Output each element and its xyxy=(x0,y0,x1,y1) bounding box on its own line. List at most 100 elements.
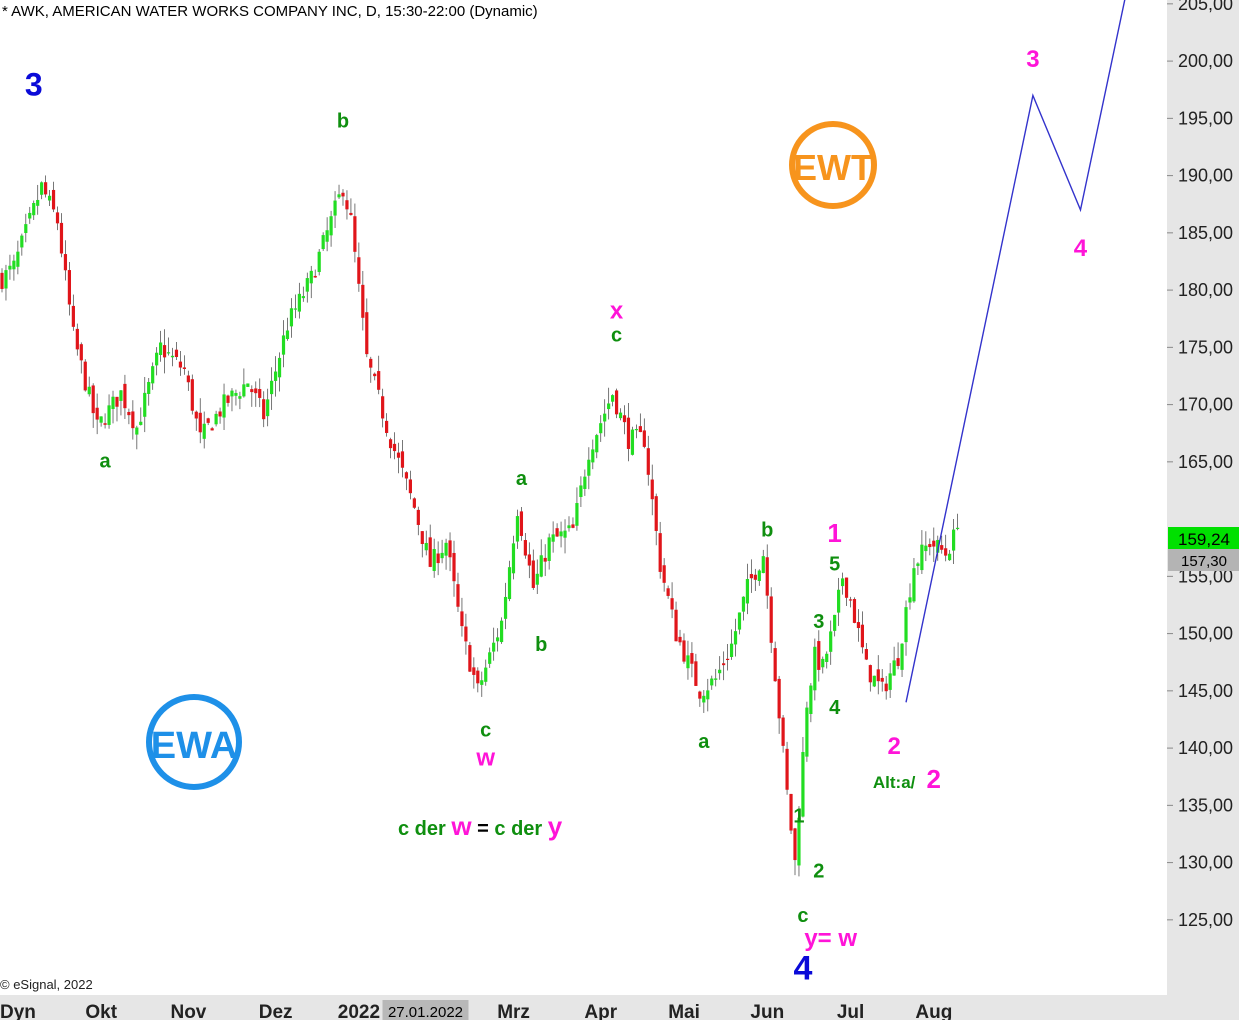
y-tick-label: 170,00 xyxy=(1178,395,1233,415)
wave-label: w xyxy=(475,744,495,771)
candle-down xyxy=(182,367,186,369)
x-tick-label: Apr xyxy=(584,1002,617,1020)
chart-title: * AWK, AMERICAN WATER WORKS COMPANY INC,… xyxy=(2,3,538,20)
x-tick-label: Aug xyxy=(915,1002,952,1020)
candle-up xyxy=(630,429,635,455)
candle-down xyxy=(404,472,409,479)
candle-down xyxy=(519,511,524,536)
candle-up xyxy=(809,685,813,715)
candle-down xyxy=(884,683,888,692)
candle-up xyxy=(821,658,825,668)
candle-down xyxy=(210,428,214,431)
candle-up xyxy=(135,427,139,435)
ewa-logo-text: EWA xyxy=(151,725,238,767)
x-tick-label: Mai xyxy=(668,1002,700,1020)
candle-down xyxy=(773,648,777,682)
candle-up xyxy=(333,200,337,216)
candle-up xyxy=(575,503,579,526)
copyright: © eSignal, 2022 xyxy=(0,977,93,992)
candle-up xyxy=(761,556,765,574)
candle-down xyxy=(396,452,401,458)
candle-up xyxy=(741,596,746,612)
candle-down xyxy=(464,626,468,642)
y-tick-label: 200,00 xyxy=(1178,51,1233,71)
candle-up xyxy=(234,392,238,396)
candle-down xyxy=(698,691,702,699)
annotation-segment: = xyxy=(472,818,495,840)
candle-down xyxy=(190,379,194,411)
candle-up xyxy=(321,235,325,250)
wave-label: 1 xyxy=(793,806,804,828)
candle-down xyxy=(682,640,686,662)
candle-down xyxy=(666,588,670,596)
candle-up xyxy=(111,396,115,409)
y-axis-labels: 215,00210,00205,00200,00195,00190,00185,… xyxy=(1167,0,1233,930)
candle-up xyxy=(599,423,603,434)
candle-down xyxy=(781,717,785,746)
candle-up xyxy=(40,182,44,195)
candle-up xyxy=(511,543,516,574)
candle-down xyxy=(844,577,849,598)
candle-down xyxy=(345,200,349,210)
candle-down xyxy=(658,533,662,572)
x-tick-label: Mrz xyxy=(497,1002,530,1020)
wave-label: 2 xyxy=(887,733,900,760)
candle-up xyxy=(147,381,151,394)
candle-up xyxy=(238,396,242,399)
candle-up xyxy=(301,296,305,299)
candle-down xyxy=(928,544,932,548)
candle-up xyxy=(904,607,908,643)
candle-up xyxy=(277,357,282,378)
candle-up xyxy=(611,395,615,402)
candle-down xyxy=(472,667,476,675)
y-tick-label: 190,00 xyxy=(1178,166,1233,186)
candle-up xyxy=(87,386,91,395)
candle-up xyxy=(155,352,159,366)
candle-up xyxy=(202,423,206,439)
candle-down xyxy=(868,665,872,683)
candle-up xyxy=(281,335,286,355)
candle-down xyxy=(896,658,900,666)
candle-up xyxy=(8,265,12,270)
candle-down xyxy=(571,524,575,528)
candle-up xyxy=(47,195,52,201)
candle-down xyxy=(646,448,650,475)
candle-down xyxy=(864,649,868,660)
candle-down xyxy=(785,748,789,790)
candle-down xyxy=(460,611,464,627)
candle-down xyxy=(250,389,254,393)
last-price-tag xyxy=(1168,527,1239,549)
candle-up xyxy=(955,527,960,530)
candle-up xyxy=(900,643,904,670)
candle-up xyxy=(872,675,876,687)
candle-down xyxy=(622,415,627,423)
candle-down xyxy=(940,545,944,550)
candle-down xyxy=(670,598,674,610)
candle-down xyxy=(725,658,730,661)
candle-down xyxy=(377,371,381,390)
candle-down xyxy=(365,312,369,355)
candle-down xyxy=(91,385,95,414)
prev-price-tag xyxy=(1168,549,1239,571)
candle-down xyxy=(694,661,698,686)
candle-up xyxy=(32,203,36,216)
candle-down xyxy=(51,189,56,210)
candle-down xyxy=(436,553,440,564)
candle-up xyxy=(618,412,623,419)
candle-down xyxy=(753,574,757,580)
candle-down xyxy=(654,496,658,531)
x-tick-label: 2022 xyxy=(338,1002,380,1020)
candle-up xyxy=(159,342,163,355)
candle-up xyxy=(563,530,567,538)
candle-down xyxy=(793,828,797,861)
wave-label: c xyxy=(480,720,491,742)
candle-down xyxy=(103,423,107,425)
candle-down xyxy=(55,212,60,224)
candle-up xyxy=(166,352,171,354)
candle-down xyxy=(749,574,753,579)
candle-down xyxy=(115,396,119,407)
candle-down xyxy=(448,540,452,558)
candle-down xyxy=(313,275,317,278)
